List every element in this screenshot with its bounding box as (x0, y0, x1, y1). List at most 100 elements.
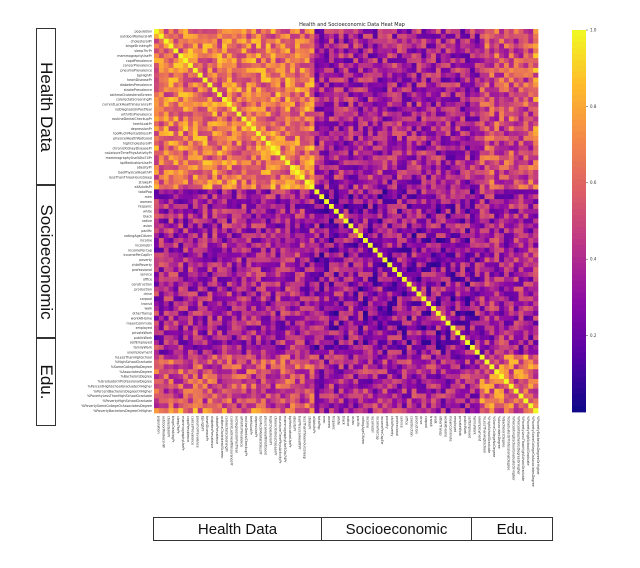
heatmap-cell (431, 242, 437, 249)
heatmap-cell (275, 126, 281, 132)
heatmap-cell (236, 315, 242, 321)
heatmap-cell (445, 233, 451, 239)
heatmap-cell (440, 291, 446, 297)
heatmap-cell (275, 33, 281, 40)
heatmap-cell (270, 330, 276, 336)
heatmap-cell (338, 213, 344, 219)
heatmap-cell (188, 281, 194, 287)
heatmap-cell (450, 87, 456, 93)
heatmap-cell (499, 135, 505, 142)
heatmap-cell (533, 233, 539, 239)
heatmap-cell (528, 262, 534, 268)
heatmap-cell (192, 306, 199, 312)
heatmap-cell (192, 160, 199, 166)
heatmap-cell (168, 306, 174, 312)
heatmap-cell (207, 106, 213, 112)
heatmap-cell (421, 179, 427, 185)
heatmap-cell (236, 43, 242, 49)
heatmap-cell (343, 29, 349, 35)
heatmap-cell (372, 140, 378, 147)
heatmap-cell (508, 218, 515, 224)
heatmap-cell (503, 82, 510, 88)
heatmap-cell (212, 58, 218, 64)
heatmap-cell (290, 126, 296, 132)
heatmap-cell (163, 150, 169, 156)
heatmap-cell (503, 72, 510, 78)
heatmap-cell (494, 58, 500, 64)
heatmap-cell (280, 233, 286, 239)
heatmap-cell (236, 189, 242, 195)
heatmap-cell (173, 276, 179, 283)
heatmap-cell (158, 135, 165, 142)
heatmap-cell (377, 106, 383, 112)
heatmap-cell (348, 306, 354, 312)
heatmap-cell (207, 252, 213, 258)
heatmap-cell (513, 242, 519, 249)
heatmap-cell (469, 194, 476, 200)
heatmap-cell (265, 272, 272, 278)
heatmap-cell (260, 228, 267, 234)
heatmap-cell (168, 281, 174, 287)
heatmap-cell (382, 77, 388, 83)
heatmap-cell (290, 189, 296, 195)
heatmap-cell (197, 150, 203, 156)
heatmap-cell (285, 306, 291, 312)
heatmap-cell (523, 43, 529, 49)
heatmap-cell (469, 131, 476, 137)
heatmap-cell (460, 82, 466, 88)
heatmap-cell (479, 116, 485, 122)
heatmap-cell (207, 169, 213, 176)
heatmap-cell (188, 63, 194, 69)
heatmap-cell (236, 286, 242, 292)
heatmap-cell (217, 63, 223, 69)
heatmap-cell (445, 101, 451, 108)
heatmap-cell (348, 48, 354, 54)
heatmap-cell (246, 169, 252, 176)
heatmap-cell (226, 135, 233, 142)
heatmap-cell (401, 330, 408, 336)
heatmap-cell (290, 77, 296, 83)
heatmap-cell (226, 43, 233, 49)
heatmap-cell (489, 310, 495, 317)
heatmap-cell (392, 150, 398, 156)
heatmap-cell (226, 111, 233, 117)
heatmap-cell (158, 131, 165, 137)
heatmap-cell (367, 184, 374, 190)
heatmap-cell (168, 228, 174, 234)
heatmap-cell (406, 281, 412, 287)
heatmap-cell (445, 252, 451, 258)
heatmap-cell (222, 169, 228, 176)
heatmap-cell (158, 77, 165, 83)
heatmap-cell (197, 252, 203, 258)
heatmap-cell (202, 38, 208, 44)
heatmap-cell (397, 97, 403, 103)
heatmap-cell (455, 330, 461, 336)
heatmap-cell (392, 184, 398, 190)
heatmap-cell (431, 165, 437, 171)
heatmap-cell (377, 228, 383, 234)
heatmap-cell (518, 140, 524, 147)
heatmap-cell (188, 267, 194, 273)
heatmap-cell (207, 131, 213, 137)
heatmap-cell (387, 106, 393, 112)
heatmap-cell (382, 281, 388, 287)
heatmap-cell (479, 286, 485, 292)
heatmap-cell (435, 301, 442, 307)
heatmap-cell (226, 33, 233, 40)
heatmap-cell (299, 116, 306, 122)
heatmap-cell (455, 257, 461, 263)
heatmap-cell (294, 58, 301, 64)
heatmap-cell (246, 272, 252, 278)
heatmap-cell (202, 126, 208, 132)
heatmap-cell (207, 160, 213, 166)
heatmap-cell (474, 320, 481, 326)
heatmap-cell (353, 43, 359, 49)
heatmap-cell (231, 63, 237, 69)
heatmap-cell (280, 223, 286, 229)
heatmap-cell (435, 121, 442, 127)
heatmap-cell (479, 315, 485, 321)
heatmap-cell (202, 121, 208, 127)
heatmap-cell (411, 238, 417, 244)
heatmap-cell (416, 184, 422, 190)
heatmap-cell (513, 272, 519, 278)
